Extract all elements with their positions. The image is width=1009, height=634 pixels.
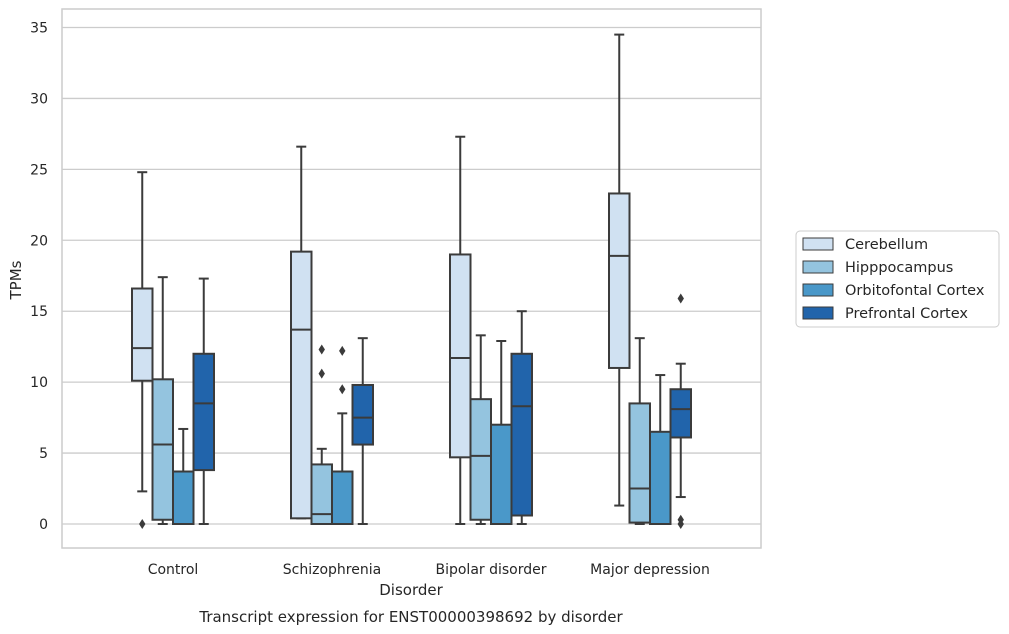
box-prefrontal-cortex bbox=[510, 310, 533, 525]
box-cerebellum bbox=[449, 135, 472, 525]
box-iqr bbox=[608, 192, 631, 369]
y-tick-label: 30 bbox=[30, 91, 48, 107]
box-prefrontal-cortex bbox=[669, 293, 692, 529]
outlier-point bbox=[139, 519, 146, 529]
box-iqr bbox=[669, 388, 692, 439]
box-iqr bbox=[172, 470, 195, 525]
box-hipppocampus bbox=[151, 276, 174, 525]
legend-swatch bbox=[802, 283, 834, 297]
legend-label: Orbitofontal Cortex bbox=[845, 283, 985, 299]
box-orbitofontal-cortex bbox=[649, 374, 672, 525]
box-cerebellum bbox=[290, 145, 313, 520]
box-iqr bbox=[649, 430, 672, 525]
legend-swatch bbox=[802, 260, 834, 274]
y-tick-label: 10 bbox=[30, 375, 48, 391]
x-tick-label: Control bbox=[148, 562, 199, 578]
outlier-point bbox=[318, 344, 325, 355]
box-prefrontal-cortex bbox=[192, 277, 215, 525]
x-axis-ticks: Control Schizophrenia Bipolar disorder Majo… bbox=[148, 562, 710, 578]
outlier-point bbox=[318, 368, 325, 379]
outlier-point bbox=[339, 345, 346, 356]
outlier-point bbox=[677, 293, 684, 304]
outlier-point bbox=[339, 384, 346, 395]
legend-label: Cerebellum bbox=[845, 237, 928, 253]
y-tick-label: 25 bbox=[30, 162, 48, 178]
legend: Cerebellum Hipppocampus Orbitofontal Corte… bbox=[795, 230, 1000, 328]
legend-frame bbox=[795, 230, 1000, 328]
grid-lines bbox=[62, 26, 761, 525]
box-prefrontal-cortex bbox=[351, 337, 374, 525]
box-iqr bbox=[469, 398, 492, 521]
box-iqr bbox=[351, 383, 374, 446]
box-iqr bbox=[131, 287, 154, 382]
y-tick-label: 5 bbox=[39, 446, 48, 462]
legend-swatch bbox=[802, 237, 834, 251]
box-groups bbox=[131, 33, 692, 529]
y-tick-label: 0 bbox=[39, 517, 48, 533]
y-tick-label: 35 bbox=[30, 21, 48, 37]
box-iqr bbox=[151, 378, 174, 521]
box-iqr bbox=[449, 253, 472, 459]
box-orbitofontal-cortex bbox=[172, 427, 195, 525]
x-tick-label: Bipolar disorder bbox=[435, 562, 546, 578]
box-orbitofontal-cortex bbox=[331, 345, 354, 525]
x-tick-label: Major depression bbox=[590, 562, 710, 578]
box-hipppocampus bbox=[310, 344, 333, 526]
box-iqr bbox=[192, 352, 215, 472]
outlier-point bbox=[677, 514, 684, 525]
box-iqr bbox=[510, 352, 533, 517]
box-cerebellum bbox=[608, 33, 631, 507]
legend-label: Hipppocampus bbox=[845, 260, 953, 276]
y-axis-ticks: 0 5 10 15 20 25 30 35 bbox=[30, 21, 48, 534]
box-iqr bbox=[628, 402, 651, 524]
box-iqr bbox=[290, 250, 313, 520]
box-orbitofontal-cortex bbox=[490, 340, 513, 526]
box-hipppocampus bbox=[469, 334, 492, 525]
plot-area-frame bbox=[61, 8, 762, 549]
box-iqr bbox=[331, 470, 354, 525]
box-cerebellum bbox=[131, 171, 154, 529]
x-axis-title: Disorder bbox=[379, 581, 443, 599]
y-tick-label: 15 bbox=[30, 304, 48, 320]
chart-caption: Transcript expression for ENST0000039869… bbox=[198, 608, 623, 626]
y-tick-label: 20 bbox=[30, 233, 48, 249]
box-iqr bbox=[490, 423, 513, 526]
box-hipppocampus bbox=[628, 337, 651, 525]
legend-swatch bbox=[802, 306, 834, 320]
x-tick-label: Schizophrenia bbox=[283, 562, 381, 578]
legend-label: Prefrontal Cortex bbox=[845, 306, 968, 322]
y-axis-title: TPMs bbox=[7, 260, 25, 300]
